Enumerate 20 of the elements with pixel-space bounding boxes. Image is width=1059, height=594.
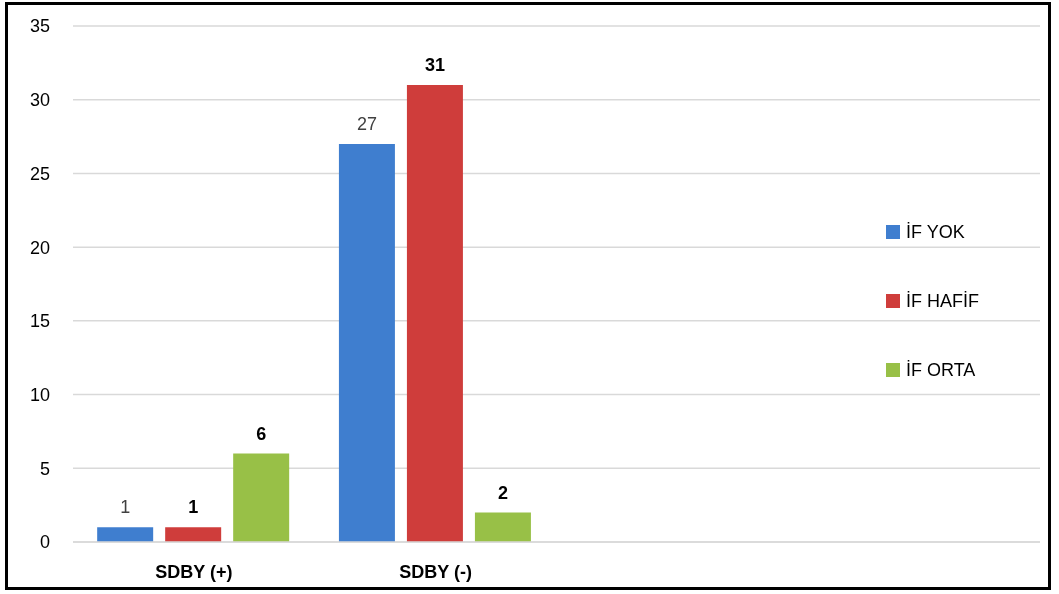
data-label: 1 bbox=[120, 497, 131, 518]
y-tick-label: 30 bbox=[29, 90, 50, 111]
y-tick-label: 35 bbox=[29, 16, 50, 37]
y-tick-label: 0 bbox=[39, 532, 50, 553]
legend-label: İF HAFİF bbox=[906, 290, 979, 312]
legend-label: İF YOK bbox=[906, 221, 965, 243]
chart-frame: SDBY (+) SDBY (-) 0 5 10 15 20 25 30 35 1 27 1 31 6 2 İF YOK İF HAFİF İF ORTA bbox=[5, 2, 1051, 590]
legend-label: İF ORTA bbox=[906, 359, 976, 381]
y-tick-label: 15 bbox=[29, 311, 50, 332]
x-tick-label: SDBY (-) bbox=[399, 561, 472, 582]
data-label: 27 bbox=[356, 113, 377, 134]
data-label: 1 bbox=[188, 497, 199, 518]
y-tick-label: 20 bbox=[29, 237, 50, 258]
data-label: 31 bbox=[424, 54, 445, 75]
y-tick-label: 25 bbox=[29, 163, 50, 184]
y-tick-label: 10 bbox=[29, 384, 50, 405]
x-tick-label: SDBY (+) bbox=[155, 561, 233, 582]
data-label: 6 bbox=[256, 423, 267, 444]
data-label: 2 bbox=[497, 482, 508, 503]
y-tick-label: 5 bbox=[39, 458, 50, 479]
